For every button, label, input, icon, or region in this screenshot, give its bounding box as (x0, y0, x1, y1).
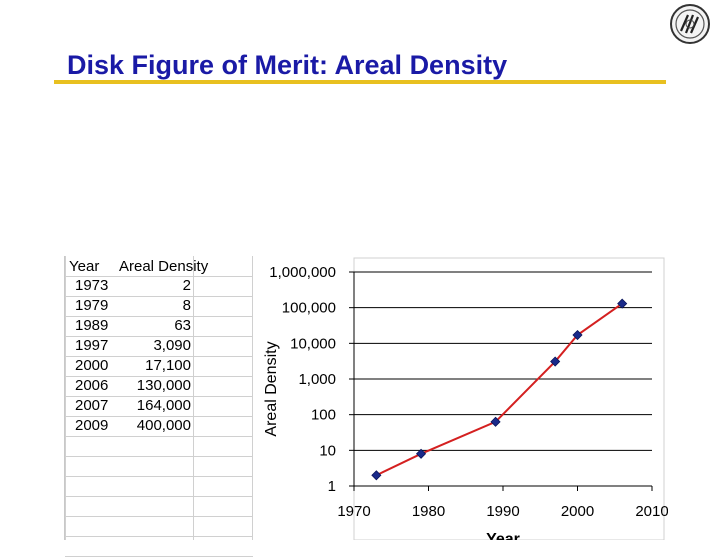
table-cell-density: 17,100 (145, 357, 191, 374)
table-cell-density: 164,000 (136, 397, 191, 414)
table-gridline (65, 276, 253, 277)
x-tick-label: 2000 (561, 503, 594, 520)
table-header-density: Areal Density (119, 258, 209, 275)
table-cell-density: 400,000 (136, 417, 191, 434)
table-cell-year: 2000 (75, 357, 109, 374)
table-gridline (65, 456, 253, 457)
data-point (617, 298, 628, 309)
x-tick-label: 1980 (412, 503, 445, 520)
data-point (490, 416, 501, 427)
table-header-year: Year (69, 258, 100, 275)
title-underline (54, 80, 666, 84)
table-gridline (65, 256, 66, 540)
table-gridline (65, 496, 253, 497)
university-seal-icon (670, 4, 710, 44)
table-cell-year: 2009 (75, 417, 109, 434)
slide-title: Disk Figure of Merit: Areal Density (67, 50, 508, 80)
data-point (415, 448, 427, 459)
table-cell-year: 2006 (75, 377, 109, 394)
y-axis-title: Areal Density (263, 341, 280, 436)
table-gridline (65, 356, 253, 357)
table-gridline (65, 536, 253, 537)
table-gridline (65, 396, 253, 397)
data-point (550, 356, 561, 367)
table-cell-density: 8 (182, 297, 191, 314)
x-tick-label: 1970 (337, 503, 370, 520)
x-tick-label: 2010 (635, 503, 668, 520)
y-tick-label: 100 (311, 407, 336, 424)
y-tick-label: 1,000,000 (269, 264, 336, 281)
data-point (572, 329, 583, 341)
density-series-line (375, 302, 623, 477)
table-cell-year: 1989 (75, 317, 109, 334)
y-tick-label: 100,000 (282, 300, 336, 317)
table-cell-density: 2 (182, 277, 191, 294)
data-point (371, 470, 382, 481)
table-gridline (65, 436, 253, 437)
table-cell-year: 2007 (75, 397, 109, 414)
x-axis-title: Year (486, 531, 520, 540)
table-gridline (65, 336, 253, 337)
table-gridline (65, 376, 253, 377)
table-cell-density: 3,090 (153, 337, 191, 354)
y-tick-label: 1 (328, 478, 336, 495)
y-tick-label: 10,000 (290, 335, 336, 352)
table-gridline (65, 416, 253, 417)
y-tick-label: 10 (319, 442, 336, 459)
table-cell-density: 130,000 (136, 377, 191, 394)
areal-density-chart: 1 10 100 1,000 10,000 100,000 1,000,000 1970 198… (254, 252, 668, 540)
data-table: Year Areal Density 1973 2 1979 8 1989 63… (64, 256, 253, 557)
table-cell-year: 1973 (75, 277, 109, 294)
table-cell-year: 1979 (75, 297, 109, 314)
table-gridline (193, 256, 194, 540)
y-tick-label: 1,000 (298, 371, 336, 388)
table-gridline (65, 516, 253, 517)
table-gridline (65, 296, 253, 297)
x-tick-label: 1990 (486, 503, 519, 520)
table-gridline (252, 256, 253, 540)
table-cell-density: 63 (174, 317, 191, 334)
table-gridline (65, 476, 253, 477)
table-cell-year: 1997 (75, 337, 109, 354)
table-gridline (65, 316, 253, 317)
chart-area (254, 252, 668, 540)
